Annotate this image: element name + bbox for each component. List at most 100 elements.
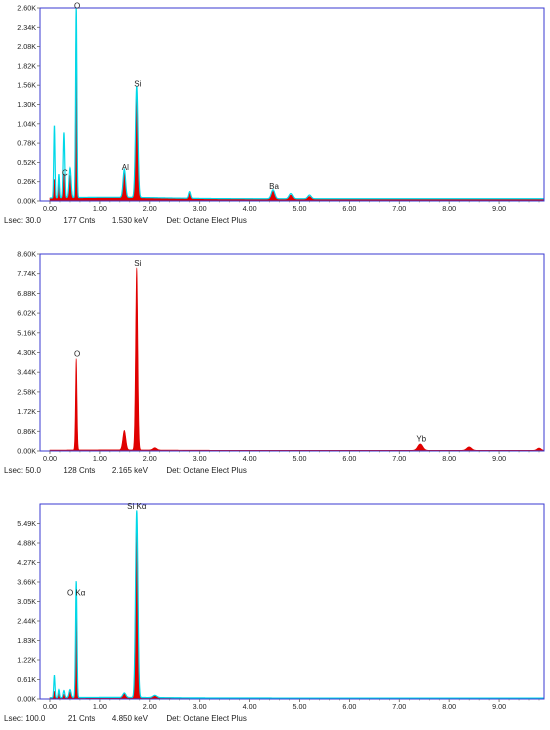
spectrum-overlay-line [49, 7, 544, 200]
y-tick-label: 6.02K [17, 309, 36, 318]
y-tick-label: 1.30K [17, 100, 36, 109]
y-tick-label: 0.86K [17, 427, 36, 436]
peak-label: C [62, 169, 68, 178]
y-tick-label: 2.08K [17, 42, 36, 51]
x-tick-label: 4.00 [243, 454, 257, 463]
status-lsec: Lsec: 30.0 [4, 216, 41, 225]
x-tick-label: 7.00 [392, 204, 406, 213]
x-tick-label: 9.00 [492, 702, 506, 711]
spectrum-fill-area [49, 267, 545, 452]
x-tick-label: 7.00 [392, 702, 406, 711]
peak-label: O Kα [67, 588, 86, 597]
y-tick-label: 7.74K [17, 269, 36, 278]
status-bar-2: Lsec: 50.0 128 Cnts 2.165 keV Det: Octan… [4, 466, 247, 475]
y-tick-label: 8.60K [17, 250, 36, 259]
y-tick-label: 4.30K [17, 348, 36, 357]
spectrum-chart-3: 0.00K 0.61K 1.22K 1.83K 2.44K 3.05K 3.66K 4.27K… [17, 502, 545, 711]
spectrum-panel-3: 0.00K 0.61K 1.22K 1.83K 2.44K 3.05K 3.66K 4.27K… [0, 496, 550, 730]
y-tick-label: 0.26K [17, 177, 36, 186]
status-counts: 177 Cnts [63, 216, 96, 225]
plot-frame [39, 503, 545, 700]
spectrum-chart-1: 0.00K 0.26K 0.52K 0.78K 1.04K 1.30K 1.56K 1.82K… [17, 2, 545, 213]
x-tick-label: 2.00 [143, 454, 157, 463]
x-tick-label: 3.00 [193, 454, 207, 463]
x-tick-label: 5.00 [292, 702, 306, 711]
y-tick-label: 4.88K [17, 539, 36, 548]
y-tick-label: 0.78K [17, 139, 36, 148]
peak-label: Si Kα [127, 502, 147, 511]
y-tick-label: 2.44K [17, 617, 36, 626]
x-tick-label: 9.00 [492, 204, 506, 213]
y-tick-label: 3.66K [17, 578, 36, 587]
peak-label: Si [134, 80, 141, 89]
status-lsec: Lsec: 50.0 [4, 466, 41, 475]
x-tick-label: 9.00 [492, 454, 506, 463]
y-tick-label: 0.52K [17, 158, 36, 167]
peak-label: O [74, 2, 80, 11]
x-tick-label: 2.00 [143, 702, 157, 711]
x-tick-label: 6.00 [342, 204, 356, 213]
x-tick-label: 4.00 [243, 702, 257, 711]
spectrum-panel-1: 0.00K 0.26K 0.52K 0.78K 1.04K 1.30K 1.56K 1.82K… [0, 0, 550, 232]
y-tick-label: 5.49K [17, 519, 36, 528]
y-tick-label: 2.34K [17, 23, 36, 32]
spectrum-overlay-line [49, 510, 544, 699]
peak-label: Ba [269, 182, 279, 191]
x-tick-label: 2.00 [143, 204, 157, 213]
x-tick-label: 8.00 [442, 454, 456, 463]
y-tick-label: 6.88K [17, 289, 36, 298]
x-tick-label: 0.00 [43, 204, 57, 213]
x-tick-label: 8.00 [442, 702, 456, 711]
spectrum-chart-2: 0.00K 0.86K 1.72K 2.58K 3.44K 4.30K 5.16K 6.02K… [17, 250, 545, 463]
y-tick-label: 1.04K [17, 119, 36, 128]
y-tick-label: 2.58K [17, 387, 36, 396]
y-tick-label: 1.22K [17, 656, 36, 665]
status-energy: 1.530 keV [111, 216, 148, 225]
x-tick-label: 1.00 [93, 204, 107, 213]
status-lsec: Lsec: 100.0 [4, 714, 46, 723]
y-tick-label: 1.72K [17, 407, 36, 416]
y-tick-label: 3.44K [17, 368, 36, 377]
y-tick-label: 1.83K [17, 636, 36, 645]
x-tick-label: 1.00 [93, 454, 107, 463]
y-tick-label: 3.05K [17, 597, 36, 606]
status-bar-3: Lsec: 100.0 21 Cnts 4.850 keV Det: Octan… [4, 714, 247, 723]
x-tick-label: 0.00 [43, 454, 57, 463]
spectrum-fill-area [49, 513, 545, 700]
x-tick-label: 5.00 [292, 454, 306, 463]
x-tick-label: 6.00 [342, 454, 356, 463]
spectrum-panel-2: 0.00K 0.86K 1.72K 2.58K 3.44K 4.30K 5.16K 6.02K… [0, 246, 550, 482]
x-tick-label: 4.00 [243, 204, 257, 213]
y-tick-label: 0.00K [17, 695, 36, 704]
peak-label: Si [134, 259, 141, 268]
x-tick-label: 7.00 [392, 454, 406, 463]
x-tick-label: 8.00 [442, 204, 456, 213]
status-detector: Det: Octane Elect Plus [166, 466, 247, 475]
x-tick-label: 0.00 [43, 702, 57, 711]
status-counts: 128 Cnts [63, 466, 96, 475]
status-energy: 4.850 keV [111, 714, 148, 723]
y-tick-label: 1.56K [17, 81, 36, 90]
status-detector: Det: Octane Elect Plus [166, 216, 247, 225]
x-tick-label: 3.00 [193, 702, 207, 711]
status-counts: 21 Cnts [67, 714, 96, 723]
status-bar-1: Lsec: 30.0 177 Cnts 1.530 keV Det: Octan… [4, 216, 247, 225]
peak-label: Al [122, 163, 129, 172]
peak-label: O [74, 349, 80, 358]
x-tick-label: 3.00 [193, 204, 207, 213]
y-tick-label: 5.16K [17, 328, 36, 337]
plot-frame [39, 253, 545, 452]
plot-frame [39, 7, 545, 202]
status-detector: Det: Octane Elect Plus [166, 714, 247, 723]
y-tick-label: 4.27K [17, 558, 36, 567]
y-tick-label: 2.60K [17, 4, 36, 13]
x-tick-label: 5.00 [292, 204, 306, 213]
y-tick-label: 0.61K [17, 675, 36, 684]
x-tick-label: 6.00 [342, 702, 356, 711]
y-tick-label: 0.00K [17, 447, 36, 456]
peak-label: Yb [416, 435, 426, 444]
y-tick-label: 0.00K [17, 197, 36, 206]
status-energy: 2.165 keV [111, 466, 148, 475]
x-tick-label: 1.00 [93, 702, 107, 711]
y-tick-label: 1.82K [17, 61, 36, 70]
